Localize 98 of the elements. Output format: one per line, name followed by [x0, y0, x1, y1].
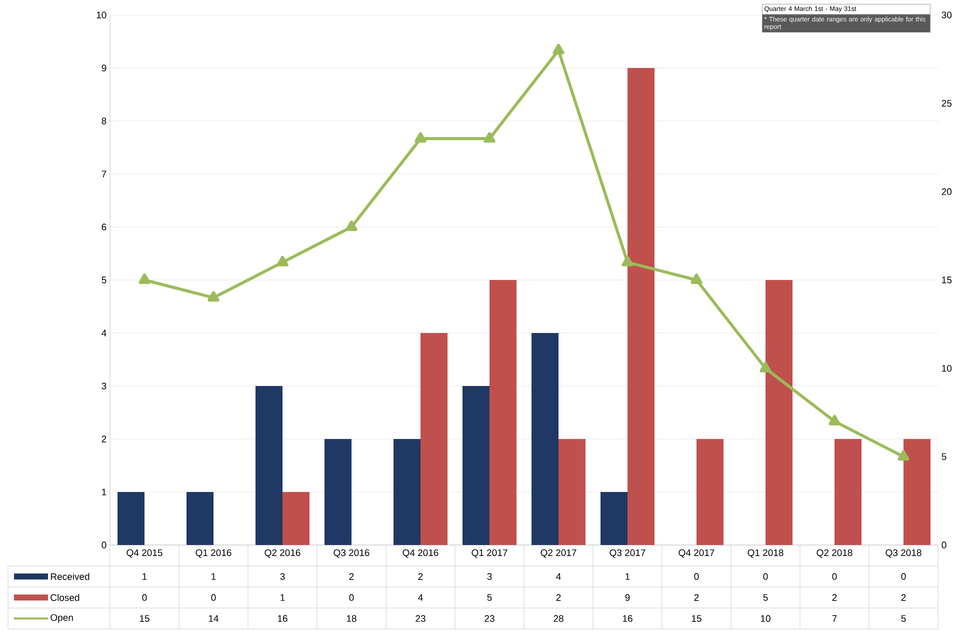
data-label: 3 — [280, 573, 285, 580]
data-label: 0 — [763, 573, 768, 580]
point — [622, 256, 634, 266]
data-label: 4 — [418, 594, 423, 601]
x-tick-label: Q2 2018 — [816, 549, 852, 558]
bar — [282, 492, 310, 545]
bar — [628, 68, 655, 545]
y-tick-label: 7 — [102, 170, 106, 178]
data-label: 0 — [349, 594, 354, 601]
y-tick-label: 4 — [102, 330, 106, 336]
data-label: 28 — [554, 615, 564, 622]
bar — [420, 332, 448, 545]
point — [138, 274, 150, 284]
point — [828, 414, 840, 426]
y-tick-label: 0 — [102, 542, 106, 548]
data-label: 1 — [280, 594, 285, 601]
bar — [186, 492, 214, 545]
bar — [490, 280, 517, 545]
point — [760, 362, 772, 372]
x-tick-label: Q4 2016 — [402, 549, 438, 558]
data-label: 2 — [349, 573, 354, 580]
point — [276, 256, 288, 266]
data-label: 23 — [484, 615, 494, 622]
data-label: 15 — [140, 615, 150, 622]
legend-label: Received — [50, 573, 90, 580]
data-label: 5 — [901, 615, 906, 622]
x-tick-label: Q3 2017 — [610, 549, 646, 558]
bar — [462, 386, 490, 545]
bar — [766, 280, 793, 545]
data-label: 7 — [832, 615, 837, 622]
y-tick-label: 5 — [102, 276, 106, 284]
y2-tick-label: 10 — [942, 364, 952, 372]
point — [346, 220, 358, 231]
x-tick-label: Q2 2017 — [540, 549, 576, 558]
legend-label: Open — [50, 614, 73, 623]
bar — [696, 438, 724, 545]
point — [414, 132, 426, 143]
data-label: 2 — [418, 573, 423, 580]
data-label: 14 — [208, 615, 218, 622]
bar — [256, 386, 283, 545]
y-tick-label: 1 — [102, 488, 106, 496]
data-label: 4 — [556, 573, 561, 580]
data-label: 23 — [416, 615, 426, 622]
y-tick-label: 3 — [102, 382, 106, 390]
y-tick-label: 2 — [102, 436, 106, 442]
x-tick-label: Q4 2017 — [678, 549, 714, 558]
data-label: 0 — [142, 594, 147, 601]
data-label: 16 — [278, 615, 288, 622]
data-label: 16 — [622, 615, 632, 622]
x-tick-label: Q4 2015 — [126, 549, 162, 558]
x-tick-label: Q1 2018 — [748, 549, 784, 558]
data-label: 1 — [626, 573, 630, 580]
y2-tick-label: 5 — [942, 453, 946, 460]
data-label: 0 — [694, 573, 699, 580]
point — [552, 44, 564, 54]
y2-tick-label: 25 — [942, 100, 952, 107]
y2-tick-label: 30 — [942, 12, 952, 18]
bar — [118, 492, 144, 545]
data-label: 1 — [212, 573, 216, 580]
data-label: 2 — [556, 594, 561, 601]
data-label: 5 — [487, 594, 492, 601]
data-label: 1 — [142, 573, 147, 580]
point — [208, 291, 220, 302]
y-tick-label: 9 — [102, 64, 106, 72]
data-label: 2 — [901, 594, 906, 601]
y-tick-label: 6 — [102, 224, 106, 230]
y-tick-label: 10 — [96, 12, 106, 18]
data-label: 3 — [487, 573, 492, 580]
data-label: 0 — [901, 573, 906, 580]
bar — [904, 438, 931, 545]
data-label: 18 — [346, 615, 356, 622]
point — [690, 274, 702, 284]
bar — [600, 492, 628, 545]
legend-label: Closed — [50, 594, 80, 601]
bar — [324, 438, 352, 545]
data-label: 0 — [211, 594, 216, 601]
bar — [394, 438, 421, 545]
data-label: 0 — [832, 573, 837, 580]
point — [898, 450, 910, 461]
bar — [558, 438, 586, 545]
point — [484, 132, 496, 143]
data-label: 10 — [760, 615, 770, 622]
x-tick-label: Q3 2016 — [334, 549, 370, 558]
x-tick-label: Q1 2017 — [472, 549, 508, 558]
data-label: 5 — [763, 594, 768, 601]
bar — [834, 438, 862, 545]
data-label: 2 — [694, 594, 699, 601]
y2-tick-label: 20 — [942, 188, 952, 196]
data-label: 15 — [692, 615, 702, 622]
y2-tick-label: 0 — [942, 542, 946, 548]
y-tick-label: 8 — [102, 118, 106, 124]
x-tick-label: Q1 2016 — [196, 549, 232, 558]
x-tick-label: Q3 2018 — [886, 549, 922, 558]
data-label: 2 — [832, 594, 837, 601]
y2-tick-label: 15 — [942, 276, 952, 284]
bar — [532, 332, 559, 545]
x-tick-label: Q2 2016 — [264, 549, 300, 558]
data-label: 9 — [625, 594, 630, 601]
